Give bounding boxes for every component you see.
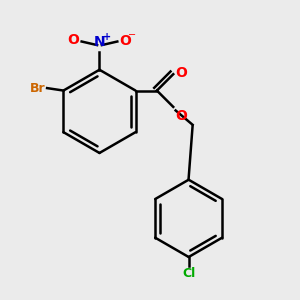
Text: N: N — [94, 35, 105, 49]
Text: Br: Br — [30, 82, 46, 94]
Text: −: − — [128, 30, 136, 40]
Text: O: O — [176, 66, 188, 80]
Text: O: O — [120, 34, 132, 48]
Text: O: O — [176, 109, 188, 123]
Text: Cl: Cl — [182, 267, 195, 280]
Text: O: O — [67, 33, 79, 47]
Text: +: + — [103, 32, 111, 42]
